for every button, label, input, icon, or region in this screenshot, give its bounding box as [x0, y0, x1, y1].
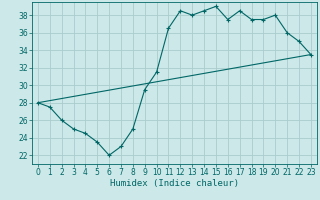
X-axis label: Humidex (Indice chaleur): Humidex (Indice chaleur)	[110, 179, 239, 188]
